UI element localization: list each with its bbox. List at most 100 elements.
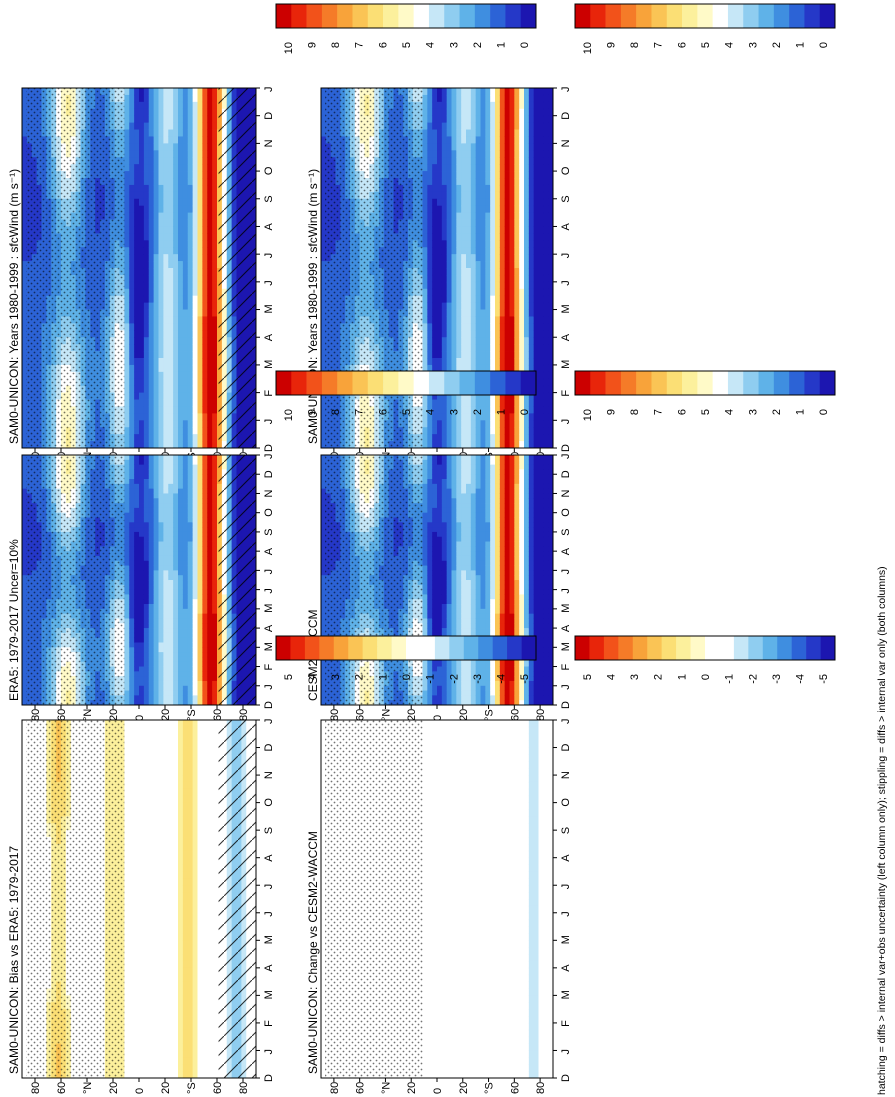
colorbar-swatch [291, 4, 307, 28]
colorbar-swatch [697, 371, 713, 395]
y-tick-label: °S [484, 709, 496, 721]
x-tick-label: A [560, 333, 572, 341]
colorbar-tick-label: 5 [700, 42, 712, 48]
colorbar-tick-label: 2 [472, 409, 484, 415]
colorbar-tick-label: 3 [448, 42, 460, 48]
colorbar-tick-label: 6 [676, 409, 688, 415]
colorbar-tick-label: 9 [307, 42, 319, 48]
colorbar-swatch [743, 371, 759, 395]
y-tick-label: °N [380, 1082, 392, 1094]
y-tick-label: °N [82, 709, 94, 721]
x-tick-label: M [560, 360, 572, 369]
x-tick-label: S [560, 827, 572, 834]
y-tick-label: 80 [30, 709, 42, 721]
x-tick-label: D [560, 444, 572, 452]
colorbar-swatch [682, 371, 698, 395]
colorbar-tick-label: 0 [700, 674, 712, 680]
colorbar-tick-label: 1 [496, 42, 508, 48]
x-tick-label: O [263, 166, 275, 175]
colorbar-swatch [305, 636, 320, 660]
colorbar-swatch [804, 4, 820, 28]
colorbar-swatch [276, 636, 291, 660]
colorbar-tick-label: 3 [448, 409, 460, 415]
colorbar-swatch [429, 4, 445, 28]
x-tick-label: J [263, 280, 275, 286]
colorbar-tick-label: 10 [582, 409, 594, 421]
colorbar-tick-label: 8 [330, 409, 342, 415]
x-tick-label: F [560, 390, 572, 397]
colorbar-swatch [460, 371, 476, 395]
x-tick-label: M [560, 990, 572, 999]
colorbar-tick-label: -4 [496, 674, 508, 684]
colorbar-tick-label: 8 [629, 409, 641, 415]
x-tick-label: S [263, 827, 275, 834]
x-tick-label: S [263, 529, 275, 536]
colorbar-swatch [667, 371, 683, 395]
colorbar-tick-label: 1 [795, 42, 807, 48]
colorbar-swatch [713, 371, 729, 395]
colorbar-swatch [621, 4, 637, 28]
colorbar-tick-label: 5 [401, 409, 413, 415]
x-tick-label: D [560, 744, 572, 752]
x-tick-label: M [263, 604, 275, 613]
y-tick-label: 80 [30, 1082, 42, 1094]
x-tick-label: O [560, 166, 572, 175]
colorbar: 10 9 8 7 6 5 4 3 2 1 0 [276, 4, 536, 54]
colorbar-swatch [435, 636, 450, 660]
colorbar-tick-label: 1 [795, 409, 807, 415]
x-tick-label: M [560, 604, 572, 613]
x-tick-label: M [560, 642, 572, 651]
colorbar-swatch [352, 4, 368, 28]
x-tick-label: M [560, 935, 572, 944]
colorbar-tick-label: 6 [377, 409, 389, 415]
x-tick-label: D [560, 701, 572, 709]
colorbar-tick-label: 10 [283, 42, 295, 54]
colorbar: 5 4 3 2 1 0 -1 -2 -3 -4 -5 [575, 636, 835, 684]
colorbar-tick-label: -2 [747, 674, 759, 684]
colorbar-tick-label: 0 [818, 409, 830, 415]
x-tick-label: O [263, 798, 275, 807]
colorbar-tick-label: 3 [330, 674, 342, 680]
colorbar-swatch [420, 636, 435, 660]
colorbar-swatch [676, 636, 691, 660]
x-tick-label: J [560, 280, 572, 286]
colorbar-tick-label: 1 [496, 409, 508, 415]
y-tick-label: 60 [355, 1082, 367, 1094]
x-tick-label: F [263, 664, 275, 671]
x-tick-label: A [263, 854, 275, 862]
colorbar-swatch [478, 636, 493, 660]
y-tick-label: 20 [406, 1082, 418, 1094]
colorbar-swatch [636, 4, 652, 28]
colorbar-swatch [352, 371, 368, 395]
y-tick-label: 60 [509, 709, 521, 721]
colorbar-tick-label: 2 [771, 409, 783, 415]
x-tick-label: J [263, 569, 275, 575]
stippling [26, 455, 124, 705]
colorbar-swatch [307, 4, 323, 28]
colorbar-swatch [774, 371, 790, 395]
y-tick-label: 20 [160, 1082, 172, 1094]
colorbar-swatch [734, 636, 749, 660]
x-tick-label: J [560, 1049, 572, 1055]
x-tick-label: D [560, 470, 572, 478]
x-tick-label: M [263, 935, 275, 944]
colorbar-tick-label: 7 [653, 409, 665, 415]
x-tick-label: J [560, 588, 572, 594]
colorbar-swatch [719, 636, 734, 660]
stippling [325, 455, 422, 705]
colorbar-tick-label: -3 [771, 674, 783, 684]
y-tick-label: 60 [509, 1082, 521, 1094]
colorbar-tick-label: 10 [283, 409, 295, 421]
colorbar-swatch [647, 636, 662, 660]
colorbar-tick-label: -1 [425, 674, 437, 684]
x-tick-label: J [560, 719, 572, 725]
colorbar-swatch [743, 4, 759, 28]
colorbar-tick-label: -2 [448, 674, 460, 684]
y-tick-label: 60 [56, 709, 68, 721]
colorbar-swatch [521, 371, 537, 395]
colorbar-swatch [319, 636, 334, 660]
colorbar-swatch [392, 636, 407, 660]
x-tick-label: M [263, 304, 275, 313]
x-tick-label: J [263, 87, 275, 93]
x-tick-label: O [263, 508, 275, 517]
